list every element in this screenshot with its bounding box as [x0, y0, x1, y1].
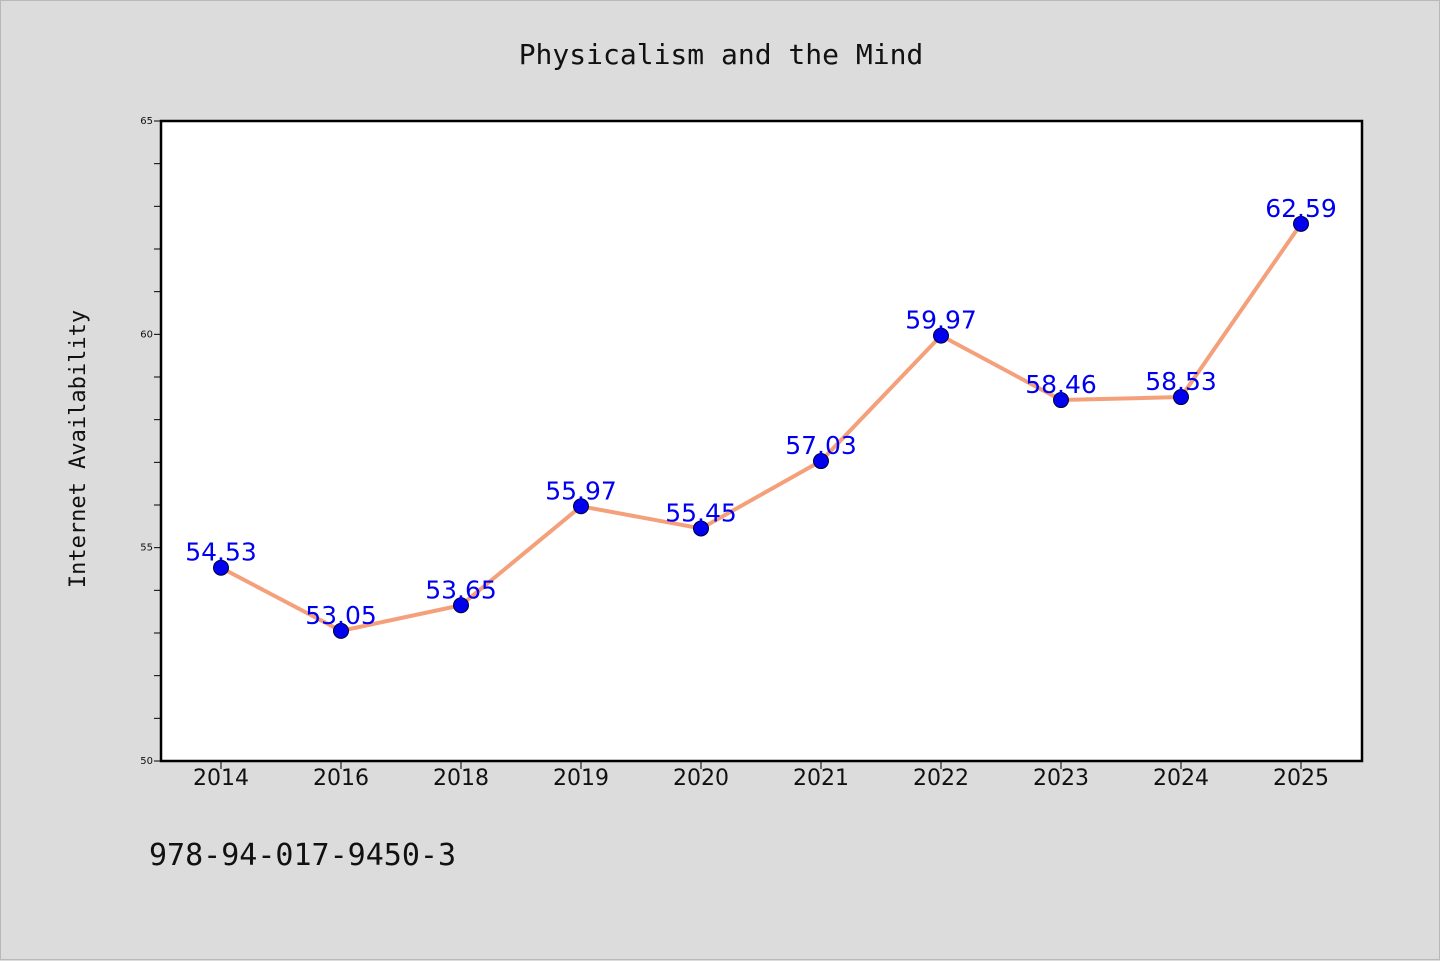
data-label: 55.97 — [545, 476, 617, 505]
x-tick-label: 2019 — [553, 766, 609, 791]
y-tick-label: 50 — [140, 756, 153, 767]
data-point — [333, 622, 349, 639]
data-point — [1173, 389, 1189, 406]
x-tick-label: 2018 — [433, 766, 489, 791]
series-line — [220, 222, 1303, 633]
data-point — [1293, 215, 1309, 232]
data-point — [453, 597, 469, 614]
y-tick-label: 60 — [140, 329, 153, 340]
data-point — [1053, 392, 1069, 409]
y-tick-label: 65 — [140, 116, 153, 127]
x-tick-label: 2023 — [1033, 766, 1089, 791]
y-axis: 50 55 60 65 — [140, 116, 161, 767]
data-point — [213, 559, 229, 576]
x-tick-label: 2016 — [313, 766, 369, 791]
data-point — [573, 498, 589, 515]
data-label: 58.53 — [1145, 367, 1217, 396]
y-axis-label: Internet Availability — [66, 310, 91, 588]
data-label: 53.65 — [425, 575, 497, 604]
data-label: 53.05 — [305, 601, 377, 630]
x-tick-label: 2025 — [1273, 766, 1329, 791]
data-label: 59.97 — [905, 306, 977, 335]
plot-area — [159, 119, 1364, 763]
data-label: 58.46 — [1025, 370, 1097, 399]
series-layer: 54.53 53.05 53.65 55.97 55.45 57.03 59.97 58.46… — [185, 194, 1337, 639]
data-label: 57.03 — [785, 431, 857, 460]
x-tick-label: 2022 — [913, 766, 969, 791]
x-tick-label: 2020 — [673, 766, 729, 791]
isbn-footer: 978-94-017-9450-3 — [149, 838, 456, 873]
data-point — [813, 453, 829, 470]
x-axis: 2014 2016 2018 2019 2020 2021 2022 2023 2024 2025 — [193, 761, 1329, 791]
chart-title: Physicalism and the Mind — [519, 38, 924, 71]
data-point — [693, 520, 709, 537]
x-tick-label: 2021 — [793, 766, 849, 791]
data-label: 55.45 — [665, 498, 737, 527]
data-point — [933, 327, 949, 344]
data-label: 62.59 — [1265, 194, 1337, 223]
x-tick-label: 2014 — [193, 766, 249, 791]
x-tick-label: 2024 — [1153, 766, 1209, 791]
y-tick-label: 55 — [140, 543, 153, 554]
data-label: 54.53 — [185, 538, 257, 567]
